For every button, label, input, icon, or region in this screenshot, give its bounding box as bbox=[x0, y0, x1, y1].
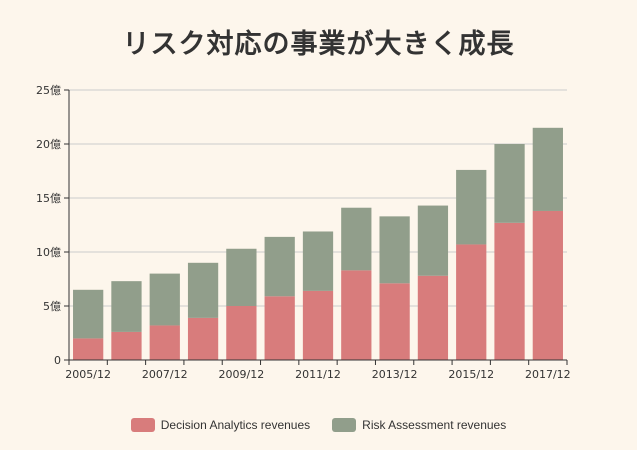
bar-decision-analytics[interactable] bbox=[264, 296, 295, 360]
y-tick-label: 5億 bbox=[43, 300, 61, 313]
bar-risk-assessment[interactable] bbox=[494, 144, 525, 223]
legend-item-decision-analytics[interactable]: Decision Analytics revenues bbox=[130, 418, 311, 432]
y-tick-label: 15億 bbox=[36, 192, 61, 205]
y-tick-label: 10億 bbox=[36, 246, 61, 259]
bar-risk-assessment[interactable] bbox=[149, 273, 180, 326]
x-tick-label: 2013/12 bbox=[372, 368, 418, 381]
bar-risk-assessment[interactable] bbox=[187, 262, 219, 318]
y-tick-label: 0 bbox=[54, 354, 61, 367]
x-tick-label: 2011/12 bbox=[295, 368, 341, 381]
bar-decision-analytics[interactable] bbox=[73, 338, 104, 360]
bar-risk-assessment[interactable] bbox=[341, 207, 372, 271]
x-tick-label: 2005/12 bbox=[65, 368, 111, 381]
bar-decision-analytics[interactable] bbox=[379, 283, 410, 360]
legend-item-risk-assessment[interactable]: Risk Assessment revenues bbox=[332, 418, 506, 432]
bar-decision-analytics[interactable] bbox=[532, 210, 563, 360]
x-tick-label: 2017/12 bbox=[525, 368, 571, 381]
bar-risk-assessment[interactable] bbox=[226, 248, 257, 306]
bar-decision-analytics[interactable] bbox=[187, 317, 219, 360]
bar-decision-analytics[interactable] bbox=[494, 222, 525, 360]
x-tick-label: 2007/12 bbox=[142, 368, 188, 381]
bar-risk-assessment[interactable] bbox=[417, 205, 449, 276]
legend-swatch-risk-assessment bbox=[332, 418, 357, 432]
bar-decision-analytics[interactable] bbox=[456, 244, 487, 360]
bar-decision-analytics[interactable] bbox=[149, 325, 180, 360]
bar-risk-assessment[interactable] bbox=[456, 169, 487, 245]
bar-risk-assessment[interactable] bbox=[532, 127, 563, 211]
bar-decision-analytics[interactable] bbox=[226, 306, 257, 360]
bar-risk-assessment[interactable] bbox=[264, 236, 295, 297]
legend-label-risk-assessment: Risk Assessment revenues bbox=[362, 418, 507, 432]
bar-risk-assessment[interactable] bbox=[111, 281, 142, 332]
legend-label-decision-analytics: Decision Analytics revenues bbox=[160, 418, 311, 432]
bar-risk-assessment[interactable] bbox=[379, 216, 410, 284]
bar-decision-analytics[interactable] bbox=[417, 275, 449, 360]
y-tick-label: 20億 bbox=[36, 138, 61, 151]
bar-decision-analytics[interactable] bbox=[341, 270, 372, 360]
bar-decision-analytics[interactable] bbox=[302, 290, 334, 360]
legend-swatch-decision-analytics bbox=[130, 418, 155, 432]
x-tick-label: 2009/12 bbox=[219, 368, 265, 381]
bar-risk-assessment[interactable] bbox=[73, 289, 104, 339]
bar-decision-analytics[interactable] bbox=[111, 331, 142, 360]
chart-legend: Decision Analytics revenues Risk Assessm… bbox=[0, 418, 637, 432]
y-tick-label: 25億 bbox=[36, 84, 61, 97]
bar-risk-assessment[interactable] bbox=[302, 231, 334, 291]
x-tick-label: 2015/12 bbox=[448, 368, 494, 381]
chart-title: リスク対応の事業が大きく成長 bbox=[122, 29, 515, 60]
